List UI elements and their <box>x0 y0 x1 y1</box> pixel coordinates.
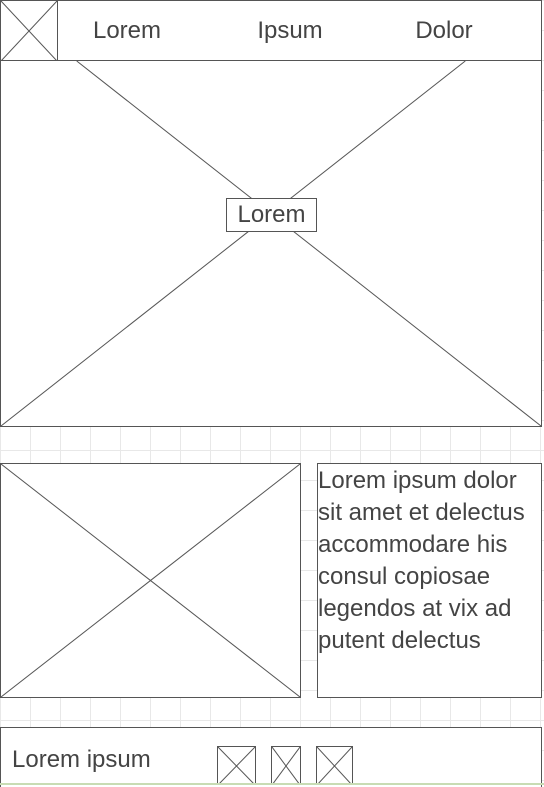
content-text-block: Lorem ipsum dolor sit amet et delectus a… <box>317 463 542 698</box>
nav-link-dolor[interactable]: Dolor <box>415 17 473 44</box>
content-image-placeholder <box>0 463 301 698</box>
footer-icon-placeholder-2[interactable] <box>271 746 301 785</box>
footer-icon-placeholder-1[interactable] <box>217 746 256 785</box>
canvas-bottom-edge <box>0 783 544 785</box>
nav-link-lorem[interactable]: Lorem <box>92 17 162 44</box>
logo-image-placeholder <box>0 0 58 62</box>
hero-image-placeholder <box>0 60 542 427</box>
top-nav-bar <box>0 0 542 62</box>
footer-icon-placeholder-3[interactable] <box>316 746 353 785</box>
footer-label: Lorem ipsum <box>12 746 151 773</box>
nav-link-ipsum[interactable]: Ipsum <box>257 17 323 44</box>
hero-caption-button[interactable]: Lorem <box>226 198 317 232</box>
